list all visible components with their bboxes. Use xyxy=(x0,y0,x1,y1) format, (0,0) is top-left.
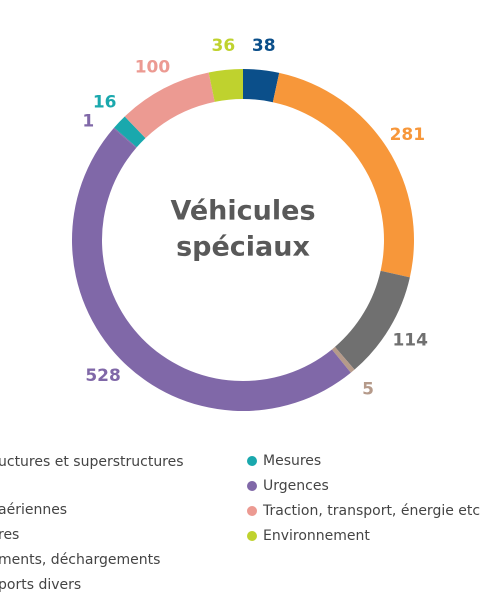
legend-label: Urgences xyxy=(263,478,329,494)
value-label: 528 xyxy=(85,366,121,386)
legend-label: aériennes xyxy=(0,502,67,518)
donut-slice xyxy=(124,72,215,139)
legend-swatch xyxy=(247,481,257,491)
legend-label: Traction, transport, énergie etc xyxy=(262,503,480,519)
legend-swatch xyxy=(247,456,257,466)
legend-label: ports divers xyxy=(0,577,81,592)
chart-title: Véhicules xyxy=(170,196,315,227)
value-label: 100 xyxy=(135,57,171,77)
legend-label: res xyxy=(0,527,19,543)
value-label: 114 xyxy=(392,330,428,350)
legend-label: Mesures xyxy=(263,453,321,469)
donut-slice xyxy=(208,69,243,102)
legend-label: Environnement xyxy=(263,528,370,544)
value-label: 38 xyxy=(252,36,276,56)
chart-title: spéciaux xyxy=(176,232,310,263)
donut-slice xyxy=(272,72,414,278)
legend-label: uctures et superstructures xyxy=(0,454,184,470)
value-label: 16 xyxy=(93,93,117,113)
legend-swatch xyxy=(247,531,257,541)
value-label: 1 xyxy=(82,111,94,131)
donut-slice xyxy=(71,128,351,412)
value-label: 281 xyxy=(390,125,426,145)
donut-slice xyxy=(331,346,355,373)
donut-slice xyxy=(114,116,146,148)
donut-slice xyxy=(113,127,137,148)
donut-slice xyxy=(243,69,280,103)
legend-label: ments, déchargements xyxy=(0,552,160,568)
legend-swatch xyxy=(247,506,257,516)
donut-slice xyxy=(334,270,410,370)
value-label: 36 xyxy=(211,36,235,56)
value-label: 5 xyxy=(362,380,374,400)
